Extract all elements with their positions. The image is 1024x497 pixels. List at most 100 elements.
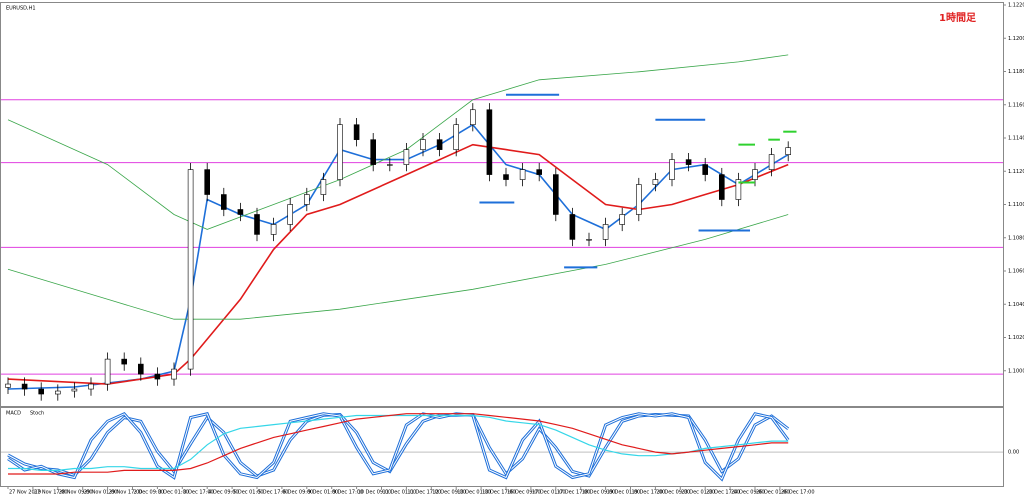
candle-body <box>187 169 194 370</box>
x-tick-label: 20 Dec 09:00 <box>656 490 690 496</box>
candle-body <box>54 390 61 395</box>
y-tick-label: 1.10600 <box>1008 269 1024 275</box>
candle-body <box>768 154 775 170</box>
x-tick-label: 16 Dec 09:00 <box>507 490 541 496</box>
x-tick-label: 3 Dec 01:00 <box>158 490 188 496</box>
stochastic-line-inner <box>7 413 789 480</box>
x-tick-label: 23 Dec 17:00 <box>706 490 740 496</box>
x-tick-label: 11 Dec 17:00 <box>407 490 441 496</box>
x-tick-label: 17 Dec 17:00 <box>557 490 591 496</box>
candle-body <box>353 124 360 140</box>
candle-body <box>38 388 45 395</box>
candle-body <box>702 164 709 175</box>
candle-body <box>138 363 144 375</box>
y-tick-label: 1.10400 <box>1008 302 1024 308</box>
candle-body <box>519 169 526 180</box>
candle-body <box>5 383 11 388</box>
candle-body <box>436 139 443 150</box>
candle-body <box>536 169 543 175</box>
candle-body <box>237 209 244 215</box>
chart-title: EURUSD,H1 <box>6 6 36 12</box>
macd-line <box>8 414 789 471</box>
candle-body <box>337 124 343 180</box>
y-tick-label: 1.11600 <box>1008 102 1024 108</box>
x-tick-label: 6 Dec 09:00 <box>283 490 313 496</box>
x-tick-label: 3 Dec 17:00 <box>183 490 213 496</box>
candle-body <box>154 373 161 380</box>
candle-body <box>420 139 426 150</box>
candle-body <box>171 368 177 380</box>
candle-body <box>718 174 725 200</box>
candle-body <box>469 109 476 126</box>
candle-body <box>221 194 227 210</box>
candle-body <box>88 383 94 390</box>
timeframe-label: 1時間足 <box>939 11 977 24</box>
y-tick-label: 1.11200 <box>1008 169 1024 175</box>
macd-line <box>8 413 789 475</box>
x-tick-label: 11 Dec 01:00 <box>383 490 417 496</box>
candle-body <box>486 109 493 175</box>
moving-average <box>7 214 789 320</box>
x-tick-label: 26 Dec 01:00 <box>756 490 790 496</box>
x-tick-label: 5 Dec 17:00 <box>258 490 288 496</box>
y-tick-label: 1.12000 <box>1008 36 1024 42</box>
y-tick-label: 1.10800 <box>1008 235 1024 241</box>
x-tick-label: 17 Dec 01:00 <box>532 490 566 496</box>
x-tick-label: 13 Dec 17:00 <box>482 490 516 496</box>
x-tick-label: 26 Dec 17:00 <box>781 490 815 496</box>
candle-body <box>652 179 659 185</box>
y-tick-label: 1.10000 <box>1008 368 1024 374</box>
x-tick-label: 9 Dec 17:00 <box>333 490 363 496</box>
candle-body <box>403 149 410 165</box>
candle-body <box>21 383 28 390</box>
candle-body <box>735 179 742 200</box>
x-tick-label: 5 Dec 01:00 <box>233 490 263 496</box>
x-tick-label: 12 Dec 09:00 <box>432 490 466 496</box>
x-tick-label: 24 Dec 09:00 <box>731 490 765 496</box>
candle-body <box>685 159 692 165</box>
candle-body <box>669 159 675 180</box>
indicator-tick-label: 0.00 <box>1008 450 1019 456</box>
x-tick-label: 2 Dec 09:00 <box>134 490 164 496</box>
candle-body <box>752 169 758 180</box>
candle-body <box>569 214 576 240</box>
candle-body <box>602 224 609 240</box>
x-tick-label: 19 Dec 17:00 <box>632 490 666 496</box>
candle-body <box>552 174 559 215</box>
candle-body <box>104 358 111 385</box>
candle-body <box>453 124 460 150</box>
indicator-title: MACD <box>6 411 21 417</box>
y-tick-label: 1.10200 <box>1008 335 1024 341</box>
candle-body <box>270 224 277 235</box>
candle-body <box>785 147 792 155</box>
y-tick-label: 1.12200 <box>1008 3 1024 9</box>
indicator-frame <box>0 407 1004 487</box>
candle-body <box>320 179 327 195</box>
candle-body <box>619 214 626 225</box>
candle-body <box>370 139 377 165</box>
candle-body <box>204 169 210 195</box>
candle-body <box>503 174 509 180</box>
candle-body <box>121 358 127 365</box>
indicator-title-2: Stoch <box>30 411 44 417</box>
main-frame <box>0 2 1004 407</box>
y-tick-label: 1.11800 <box>1008 69 1024 75</box>
candle-body <box>71 388 78 392</box>
x-tick-label: 18 Dec 09:00 <box>582 490 616 496</box>
y-tick-label: 1.11400 <box>1008 136 1024 142</box>
candle-body <box>386 164 393 166</box>
candle-body <box>254 214 260 235</box>
x-tick-label: 29 Nov 01:00 <box>84 490 118 496</box>
x-tick-label: 27 Nov 17:00 <box>34 490 68 496</box>
x-tick-label: 29 Nov 17:00 <box>109 490 143 496</box>
moving-average <box>7 143 789 385</box>
x-tick-label: 19 Dec 01:00 <box>607 490 641 496</box>
x-tick-label: 4 Dec 09:00 <box>208 490 238 496</box>
y-tick-label: 1.11000 <box>1008 202 1024 208</box>
x-tick-label: 10 Dec 09:00 <box>358 490 392 496</box>
x-tick-label: 13 Dec 01:00 <box>457 490 491 496</box>
candle-body <box>287 204 294 225</box>
x-tick-label: 28 Nov 09:00 <box>59 490 93 496</box>
candle-body <box>303 194 310 205</box>
